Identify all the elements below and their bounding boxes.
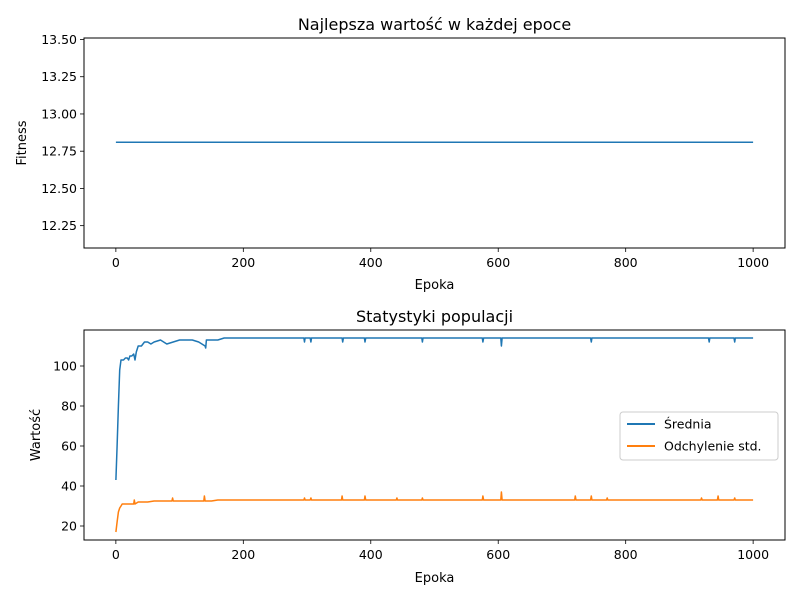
axes-frame <box>83 37 786 249</box>
y-tick-label: 13.25 <box>41 69 77 84</box>
x-axis: 0 200 400 600 800 1000 <box>112 248 769 270</box>
x-axis: 0 200 400 600 800 1000 <box>112 540 769 562</box>
y-tick-label: 60 <box>61 439 77 454</box>
x-tick-label: 400 <box>359 547 383 562</box>
y-tick-label: 80 <box>61 399 77 414</box>
x-tick-label: 0 <box>112 255 120 270</box>
x-tick-label: 800 <box>614 547 638 562</box>
y-axis-label: Fitness <box>15 120 30 165</box>
y-tick-label: 13.00 <box>41 106 77 121</box>
chart-title: Najlepsza wartość w każdej epoce <box>298 15 571 34</box>
y-tick-label: 40 <box>61 479 77 494</box>
legend-label-std: Odchylenie std. <box>664 439 762 454</box>
y-tick-label: 100 <box>53 359 77 374</box>
x-tick-label: 1000 <box>737 547 769 562</box>
series-line-1 <box>115 491 754 533</box>
x-tick-label: 800 <box>614 255 638 270</box>
x-tick-label: 200 <box>231 547 255 562</box>
x-tick-label: 600 <box>486 547 510 562</box>
subplot-population-stats: Statystyki populacji 0 200 400 600 800 1000 2… <box>29 307 786 586</box>
y-tick-label: 12.50 <box>41 181 77 196</box>
subplot-best-fitness: Najlepsza wartość w każdej epoce 0 200 400… <box>15 15 786 293</box>
y-tick-label: 12.25 <box>41 218 77 233</box>
y-tick-label: 13.50 <box>41 32 77 47</box>
x-axis-label: Epoka <box>415 571 455 586</box>
x-tick-label: 200 <box>231 255 255 270</box>
chart-title: Statystyki populacji <box>356 307 513 326</box>
y-tick-label: 12.75 <box>41 144 77 159</box>
series-line-0 <box>115 337 754 481</box>
plot-area <box>115 337 754 533</box>
x-tick-label: 0 <box>112 547 120 562</box>
legend: Średnia Odchylenie std. <box>619 411 779 461</box>
x-tick-label: 400 <box>359 255 383 270</box>
x-tick-label: 600 <box>486 255 510 270</box>
y-axis-label: Wartość <box>29 409 44 461</box>
x-axis-label: Epoka <box>415 278 455 293</box>
y-axis: 12.25 12.50 12.75 13.00 13.25 13.50 <box>41 32 84 233</box>
x-tick-label: 1000 <box>737 255 769 270</box>
legend-label-mean: Średnia <box>664 417 711 432</box>
legend-frame <box>619 411 779 461</box>
y-tick-label: 20 <box>61 519 77 534</box>
axes-frame <box>83 329 786 541</box>
y-axis: 20 40 60 80 100 <box>53 359 84 534</box>
